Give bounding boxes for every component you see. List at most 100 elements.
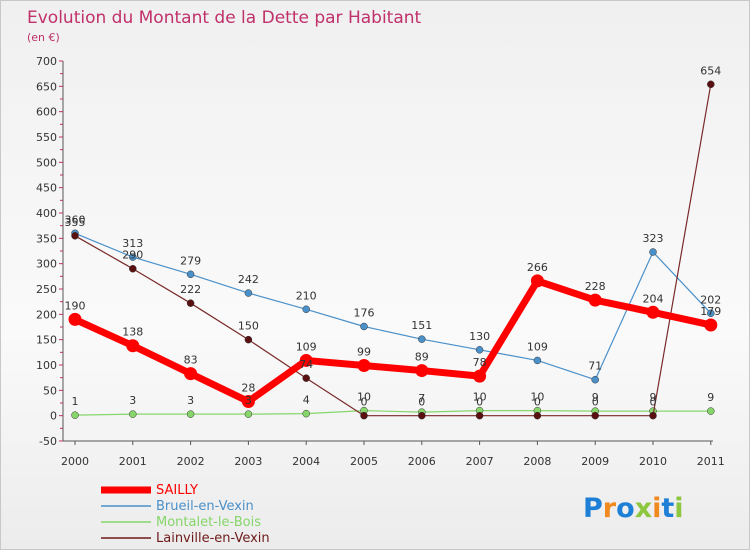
- series-point: [533, 411, 542, 420]
- series-point: [530, 274, 544, 288]
- series-point: [707, 407, 715, 415]
- data-label: 242: [238, 273, 259, 286]
- series-point: [184, 367, 198, 381]
- y-tick-label: 200: [36, 308, 57, 321]
- logo-letter: o: [616, 493, 635, 524]
- data-label: 202: [700, 293, 721, 306]
- logo-letter: x: [635, 493, 652, 524]
- data-label: 83: [184, 354, 198, 367]
- data-label: 151: [411, 319, 432, 332]
- series-point: [415, 364, 429, 378]
- series-point: [588, 293, 602, 307]
- logo-letter: i: [674, 493, 683, 524]
- series-point: [71, 232, 79, 240]
- data-label: 0: [592, 396, 599, 409]
- y-tick-label: 50: [43, 384, 57, 397]
- y-tick-label: 0: [50, 410, 57, 423]
- series-point: [244, 289, 253, 297]
- data-label: 150: [238, 320, 259, 333]
- data-label: 0: [361, 396, 368, 409]
- data-label: 654: [700, 64, 721, 77]
- legend: SAILLYBrueil-en-VexinMontalet-le-BoisLai…: [101, 483, 270, 546]
- data-label: 28: [241, 381, 255, 394]
- logo-letter: r: [603, 493, 617, 524]
- y-tick-label: 700: [36, 55, 57, 68]
- series-line-0: [73, 277, 712, 405]
- x-tick-label: 2003: [234, 455, 262, 468]
- series-point: [707, 309, 715, 318]
- y-tick-label: 300: [36, 258, 57, 271]
- logo-letter: i: [652, 493, 661, 524]
- data-label: 10: [473, 391, 487, 404]
- y-tick-label: 350: [36, 232, 57, 245]
- data-label: 1: [72, 395, 79, 408]
- data-label: 222: [180, 283, 201, 296]
- data-label: 9: [707, 391, 714, 404]
- series-point: [302, 409, 310, 418]
- x-tick-label: 2006: [408, 455, 436, 468]
- series-point: [475, 411, 484, 420]
- series-point: [68, 312, 82, 326]
- data-label: 313: [122, 237, 143, 250]
- axes: -500501001502002503003504004505005506006…: [36, 55, 725, 468]
- data-label: 3: [187, 394, 194, 407]
- data-label: 10: [530, 391, 544, 404]
- series-point: [126, 339, 140, 353]
- data-label: 210: [296, 289, 317, 302]
- x-tick-label: 2008: [523, 455, 551, 468]
- series-point: [186, 410, 195, 418]
- series-point: [646, 305, 660, 319]
- series-point: [591, 411, 599, 420]
- y-tick-label: 550: [36, 131, 57, 144]
- x-tick-label: 2009: [581, 455, 609, 468]
- data-label: 0: [418, 396, 425, 409]
- data-label: 3: [245, 394, 252, 407]
- data-label: 109: [527, 340, 548, 353]
- legend-label: Brueil-en-Vexin: [156, 499, 254, 514]
- y-tick-label: 100: [36, 359, 57, 372]
- series-point: [129, 410, 137, 418]
- data-label: 290: [122, 249, 143, 262]
- y-tick-label: 500: [36, 156, 57, 169]
- data-label: 0: [650, 396, 657, 409]
- proxiti-logo: Proxiti: [583, 493, 684, 524]
- y-tick-label: 250: [36, 283, 57, 296]
- data-label: 9: [592, 391, 599, 404]
- y-tick-label: 400: [36, 207, 57, 220]
- legend-label: SAILLY: [156, 483, 198, 498]
- x-tick-label: 2005: [350, 455, 378, 468]
- series-point: [241, 394, 255, 408]
- data-label: 355: [65, 216, 86, 229]
- data-label: 360: [65, 213, 86, 226]
- data-label: 71: [588, 360, 602, 373]
- series-point: [704, 318, 718, 332]
- series-point: [302, 305, 310, 314]
- series-point: [418, 335, 426, 343]
- x-tick-label: 2001: [119, 455, 147, 468]
- data-label: 4: [303, 394, 310, 407]
- series-point: [244, 335, 253, 344]
- series-point: [360, 322, 368, 331]
- x-tick-label: 2007: [466, 455, 494, 468]
- series-point: [533, 356, 542, 365]
- x-tick-label: 2002: [177, 455, 205, 468]
- series-point: [186, 270, 195, 279]
- data-label: 323: [643, 232, 664, 245]
- data-label: 9: [650, 391, 657, 404]
- data-label: 78: [473, 356, 487, 369]
- data-label: 279: [180, 254, 201, 267]
- series-point: [129, 253, 137, 261]
- series-point: [473, 369, 487, 383]
- data-label: 0: [476, 396, 483, 409]
- series-point: [71, 411, 79, 419]
- series-point: [302, 374, 310, 382]
- legend-label: Montalet-le-Bois: [156, 515, 261, 530]
- series-point: [129, 264, 137, 273]
- data-label: 204: [643, 292, 664, 305]
- data-label: 130: [469, 330, 490, 343]
- y-tick-label: 150: [36, 334, 57, 347]
- series-point: [357, 359, 371, 373]
- y-tick-label: -50: [39, 435, 57, 448]
